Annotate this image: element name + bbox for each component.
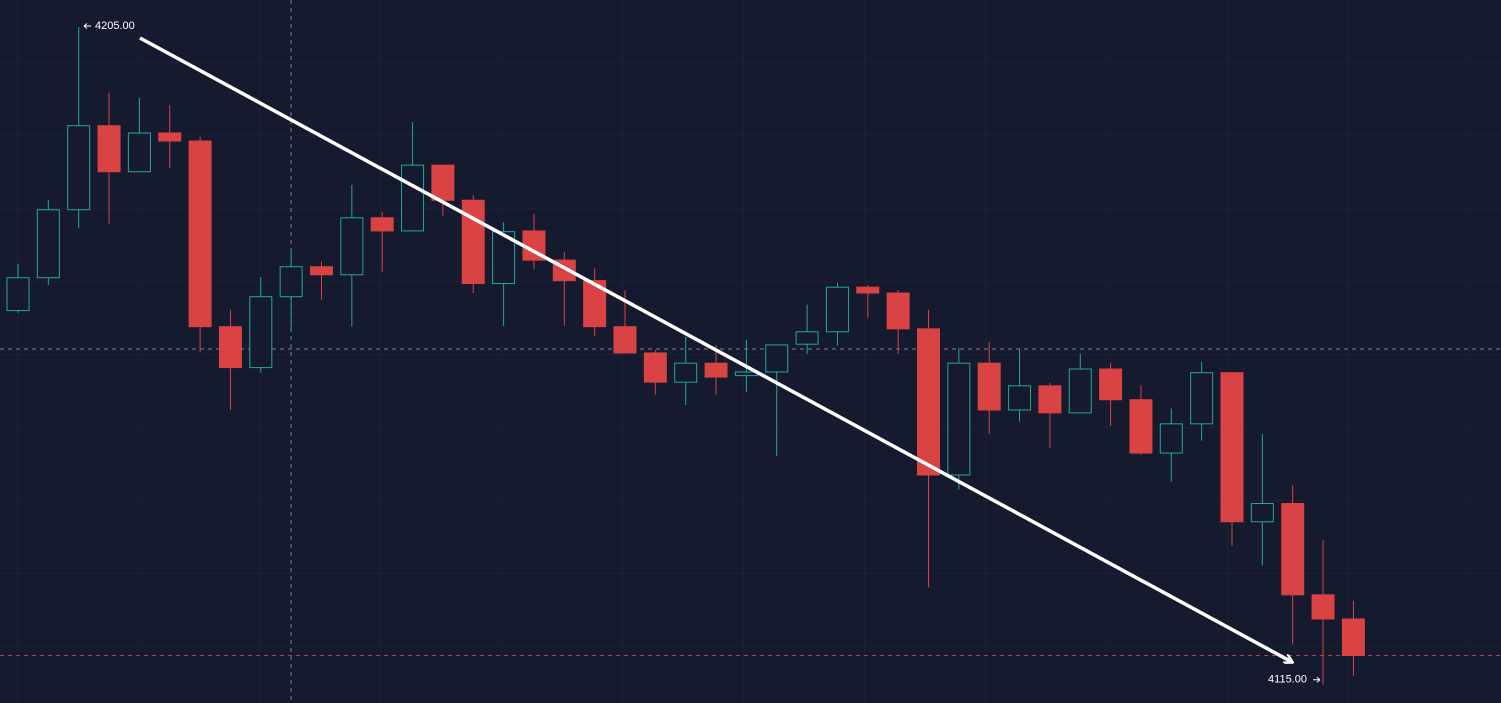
candle-body xyxy=(279,266,303,298)
candle-body xyxy=(583,280,607,328)
candle-body xyxy=(795,331,819,345)
annotation-arrow xyxy=(1313,676,1321,683)
candle-body xyxy=(765,344,789,373)
candle-body xyxy=(977,362,1001,411)
candle-body xyxy=(340,217,364,276)
candle-body xyxy=(431,164,455,201)
candle-body xyxy=(704,362,728,378)
candle-body xyxy=(613,326,637,354)
candle-body xyxy=(1311,594,1335,620)
candle-body xyxy=(127,132,151,173)
trend-arrow xyxy=(139,36,1292,662)
candle-body xyxy=(1129,399,1153,454)
candle-body xyxy=(1190,372,1214,425)
candle-body xyxy=(188,140,212,328)
candle-body xyxy=(856,286,880,294)
candle-body xyxy=(886,292,910,330)
candle-body xyxy=(97,125,121,173)
annotation-label: 4115.00 xyxy=(1268,674,1307,686)
annotation-label: 4205.00 xyxy=(95,20,135,32)
candle-body xyxy=(1008,385,1032,411)
candles xyxy=(0,27,1501,685)
annotation-arrow xyxy=(83,23,91,29)
candle-body xyxy=(6,277,30,312)
candle-body xyxy=(492,231,516,285)
candle-body xyxy=(401,164,425,232)
candle-body xyxy=(1099,368,1123,401)
candle-body xyxy=(1220,372,1244,523)
candle-body xyxy=(310,266,333,276)
candle-body xyxy=(643,352,667,383)
candle-body xyxy=(1038,385,1062,414)
candle-body xyxy=(1068,368,1092,414)
candle-body xyxy=(370,217,394,232)
annotations: 4205.00 4115.00 xyxy=(83,20,1321,686)
candle-body xyxy=(1250,503,1274,523)
candle-body xyxy=(1281,503,1305,596)
candle-body xyxy=(249,296,273,369)
candle-body xyxy=(1159,423,1183,454)
candle-body xyxy=(1341,618,1365,657)
candle-body xyxy=(67,125,91,211)
candle-body xyxy=(947,362,971,476)
candle-body xyxy=(158,132,182,142)
candle-body xyxy=(218,326,242,369)
candle-body xyxy=(36,209,60,279)
candle-body xyxy=(825,286,849,333)
candle-body xyxy=(917,328,940,476)
candle-body xyxy=(674,362,698,383)
